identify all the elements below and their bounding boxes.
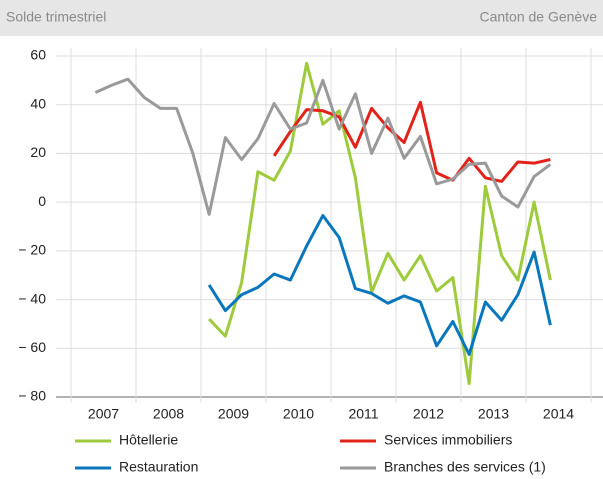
series-line (207, 214, 552, 356)
legend-label: Hôtellerie (119, 432, 178, 448)
x-tick-label: 2010 (283, 406, 314, 422)
series-line (208, 61, 552, 386)
legend-label: Restauration (119, 459, 198, 475)
y-tick-label: − 40 (18, 290, 46, 306)
chart-title: Solde trimestriel (6, 9, 106, 25)
y-tick-label: 60 (30, 47, 46, 63)
series-line (94, 77, 552, 216)
x-tick-label: 2009 (218, 406, 249, 422)
x-tick-label: 2011 (348, 406, 378, 422)
chart-subtitle: Canton de Genève (479, 9, 597, 25)
header-band (0, 0, 603, 36)
y-tick-label: − 20 (18, 242, 46, 258)
x-tick-label: 2014 (543, 406, 574, 422)
y-tick-label: 0 (38, 193, 46, 209)
y-tick-label: 20 (30, 144, 46, 160)
x-tick-label: 2013 (478, 406, 509, 422)
legend-label: Branches des services (1) (384, 459, 546, 475)
y-tick-label: − 80 (18, 388, 46, 404)
y-tick-label: − 60 (18, 339, 46, 355)
series-line (272, 100, 551, 183)
x-tick-label: 2012 (413, 406, 444, 422)
legend-label: Services immobiliers (384, 432, 512, 448)
x-tick-label: 2008 (153, 406, 184, 422)
x-tick-label: 2007 (88, 406, 119, 422)
y-tick-label: 40 (30, 95, 46, 111)
